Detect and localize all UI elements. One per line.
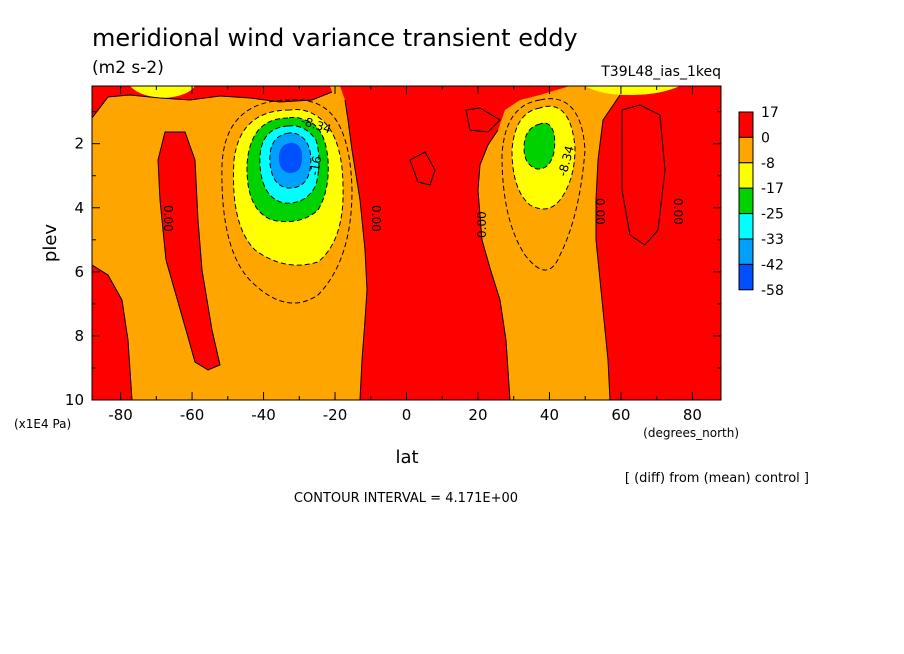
x-axis: -80 -60 -40 -20 0 20 40 60 80 bbox=[108, 86, 702, 424]
y-tick-label: 6 bbox=[74, 263, 84, 281]
contour-line bbox=[92, 264, 133, 400]
contour-line-negative bbox=[221, 98, 353, 304]
contour-line bbox=[344, 99, 368, 400]
legend-level-label: 0 bbox=[761, 130, 770, 146]
chart-title: meridional wind variance transient eddy bbox=[92, 24, 578, 52]
contour-label: 0.00 bbox=[475, 211, 489, 238]
legend-level-label: -58 bbox=[761, 283, 784, 299]
x-tick-label: 40 bbox=[540, 406, 559, 424]
x-tick-label: 20 bbox=[468, 406, 487, 424]
legend-swatch bbox=[738, 187, 754, 215]
legend: 17 0 -8 -17 -25 -33 -42 -58 bbox=[738, 105, 784, 299]
x-tick-label: 80 bbox=[683, 406, 702, 424]
contour-label: 0.00 bbox=[593, 198, 607, 225]
y-tick-label: 4 bbox=[74, 199, 84, 217]
contour-label: -16 bbox=[307, 155, 324, 177]
contour-line bbox=[92, 91, 333, 119]
contour-line bbox=[409, 151, 436, 186]
legend-level-label: -33 bbox=[761, 232, 784, 248]
x-tick-label: -60 bbox=[180, 406, 205, 424]
contour-line bbox=[465, 107, 501, 133]
legend-level-label: -25 bbox=[761, 207, 784, 223]
region-green-north bbox=[524, 123, 555, 170]
contour-label: 0.00 bbox=[671, 198, 685, 225]
run-label: T39L48_ias_1keq bbox=[600, 64, 721, 80]
region-red-southpole bbox=[92, 265, 132, 400]
diff-note: [ (diff) from (mean) control ] bbox=[625, 471, 809, 486]
legend-swatch bbox=[738, 136, 754, 164]
region-red-north bbox=[596, 86, 721, 400]
y-axis: 2 4 6 8 10 bbox=[65, 111, 721, 409]
chart-units: (m2 s-2) bbox=[92, 58, 164, 78]
contour-line-negative bbox=[269, 132, 312, 189]
legend-swatch bbox=[738, 213, 754, 240]
y-tick-label: 2 bbox=[74, 135, 84, 153]
legend-swatch bbox=[738, 238, 754, 265]
contour-line-negative bbox=[523, 122, 556, 170]
legend-swatch bbox=[738, 111, 754, 138]
contour-label: 0.00 bbox=[369, 205, 383, 232]
y-tick-label: 10 bbox=[65, 391, 84, 409]
contour-line bbox=[477, 129, 511, 400]
region-blue-south bbox=[278, 142, 303, 173]
x-tick-label: -20 bbox=[323, 406, 348, 424]
region-red-60s bbox=[158, 132, 220, 370]
x-tick-label: -40 bbox=[251, 406, 276, 424]
contour-line-negative bbox=[246, 116, 329, 223]
contour-field bbox=[92, 86, 721, 400]
x-tick-label: 0 bbox=[402, 406, 412, 424]
contour-label: 0.00 bbox=[161, 205, 175, 232]
y-axis-units: (x1E4 Pa) bbox=[14, 417, 71, 431]
legend-level-label: -42 bbox=[761, 257, 784, 273]
x-tick-label: -80 bbox=[108, 406, 133, 424]
legend-level-label: -8 bbox=[761, 156, 775, 172]
x-axis-units: (degrees_north) bbox=[643, 426, 739, 440]
contour-line-negative bbox=[501, 98, 586, 271]
legend-level-label: 17 bbox=[761, 105, 779, 121]
contour-line-negative bbox=[232, 109, 344, 266]
y-axis-label: plev bbox=[40, 224, 61, 263]
legend-swatch bbox=[738, 263, 754, 291]
x-axis-label: lat bbox=[395, 447, 418, 468]
contour-line bbox=[595, 94, 621, 400]
contour-line bbox=[157, 131, 221, 371]
legend-swatch bbox=[738, 162, 754, 189]
contour-interval: CONTOUR INTERVAL = 4.171E+00 bbox=[294, 491, 518, 506]
contour-line-negative bbox=[259, 125, 320, 204]
y-tick-label: 8 bbox=[74, 327, 84, 345]
region-red-equator bbox=[340, 86, 570, 400]
contour-line bbox=[621, 104, 666, 246]
contour-line-negative bbox=[511, 105, 576, 210]
region-yellow-top-left bbox=[130, 86, 195, 98]
legend-level-label: -17 bbox=[761, 181, 784, 197]
x-tick-label: 60 bbox=[611, 406, 630, 424]
